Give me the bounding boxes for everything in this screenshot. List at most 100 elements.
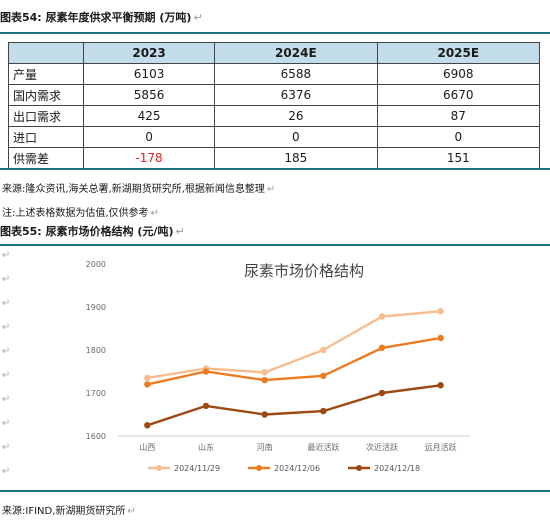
source-line-2: 来源:IFIND,新湖期货研究所 ↵ xyxy=(2,502,136,517)
source-text: 来源:隆众资讯,海关总署,新湖期货研究所,根据新闻信息整理 xyxy=(2,184,265,195)
note-line: 注:上述表格数据为估值,仅供参考 ↵ xyxy=(2,204,159,219)
chart-bottom-rule xyxy=(0,490,550,492)
return-mark: ↵ xyxy=(2,322,11,333)
supply-demand-table: 2023 2024E 2025E 产量 6103 6588 6908 国内需求 … xyxy=(8,42,541,169)
return-mark: ↵ xyxy=(2,370,11,381)
legend-label: 2024/11/29 xyxy=(174,464,220,473)
table-cell: 0 xyxy=(214,126,378,148)
return-mark: ↵ xyxy=(2,394,11,405)
header-cell-2025e: 2025E xyxy=(376,42,541,64)
chart-title: 尿素市场价格结构 xyxy=(244,262,364,280)
return-mark: ↵ xyxy=(193,11,203,24)
data-point xyxy=(144,381,151,388)
data-point xyxy=(320,346,327,354)
table-cell: 151 xyxy=(376,147,541,169)
caption-rule xyxy=(0,32,550,34)
header-cell-2023: 2023 xyxy=(82,42,216,64)
data-point xyxy=(261,411,268,418)
data-point xyxy=(437,334,444,342)
table-cell: 0 xyxy=(82,126,216,148)
return-mark: ↵ xyxy=(2,298,11,309)
data-point xyxy=(261,376,268,384)
data-point xyxy=(378,389,386,397)
legend-marker xyxy=(256,465,262,471)
y-tick-label: 1800 xyxy=(86,346,106,355)
chart-caption-title: 尿素市场价格结构 xyxy=(45,225,134,238)
data-point xyxy=(202,368,210,375)
price-structure-chart: 尿素市场价格结构 1600 1700 1800 1900 2000 山西 山东 河南 最近活跃 次近… xyxy=(86,260,470,473)
header-cell-empty xyxy=(8,42,84,64)
table-header-row: 2023 2024E 2025E xyxy=(8,42,541,64)
return-mark: ↵ xyxy=(2,274,11,285)
table-row: 进口 0 0 0 xyxy=(8,126,541,148)
table-caption-unit: (万吨) xyxy=(159,11,192,24)
return-mark: ↵ xyxy=(2,250,11,261)
x-tick-label: 山东 xyxy=(198,442,214,452)
x-tick-label: 河南 xyxy=(257,442,273,452)
data-point xyxy=(378,344,386,352)
table-caption-title: 尿素年度供求平衡预期 xyxy=(45,11,156,24)
chart-caption-label: 图表55: xyxy=(0,225,42,238)
x-tick-label: 次近活跃 xyxy=(366,442,398,452)
source-line: 来源:隆众资讯,海关总署,新湖期货研究所,根据新闻信息整理 ↵ xyxy=(2,180,275,195)
return-mark: ↵ xyxy=(150,208,159,219)
y-tick-label: 1900 xyxy=(86,303,106,312)
table-cell: 6908 xyxy=(376,63,541,85)
header-cell-2024e: 2024E xyxy=(214,42,378,64)
note-text: 注:上述表格数据为估值,仅供参考 xyxy=(2,208,149,219)
data-point xyxy=(202,402,210,410)
data-point xyxy=(378,313,386,320)
table-row: 供需差 -178 185 151 xyxy=(8,147,541,169)
table-cell: 6670 xyxy=(376,84,541,106)
table-cell-negative: -178 xyxy=(82,147,216,169)
table-cell: 5856 xyxy=(82,84,216,106)
x-tick-label: 山西 xyxy=(139,442,155,452)
table-row: 国内需求 5856 6376 6670 xyxy=(8,84,541,106)
series-line-1 xyxy=(147,310,441,380)
row-label: 进口 xyxy=(8,126,84,148)
legend-label: 2024/12/18 xyxy=(374,464,420,473)
data-point xyxy=(320,407,327,415)
table-cell: 6588 xyxy=(214,63,378,85)
return-mark: ↵ xyxy=(2,346,11,357)
table-caption: 图表54: 尿素年度供求平衡预期 (万吨) ↵ xyxy=(0,8,550,28)
chart-caption-rule xyxy=(0,244,550,246)
row-label: 供需差 xyxy=(8,147,84,169)
table-row: 产量 6103 6588 6908 xyxy=(8,63,541,85)
series-line-3 xyxy=(146,384,441,427)
chart-caption-unit: (元/吨) xyxy=(137,225,174,238)
legend-marker xyxy=(156,465,162,471)
table-cell: 87 xyxy=(376,105,541,127)
row-label: 出口需求 xyxy=(8,105,84,127)
x-tick-label: 最近活跃 xyxy=(307,442,339,452)
return-mark: ↵ xyxy=(266,184,276,195)
row-label: 国内需求 xyxy=(8,84,84,106)
x-tick-label: 远月活跃 xyxy=(425,442,457,452)
row-label: 产量 xyxy=(8,63,84,85)
return-mark: ↵ xyxy=(175,225,185,238)
table-cell: 6103 xyxy=(82,63,216,85)
source-text-2: 来源:IFIND,新湖期货研究所 xyxy=(2,506,126,517)
legend-marker xyxy=(356,465,362,471)
table-cell: 185 xyxy=(214,147,378,169)
return-mark: ↵ xyxy=(2,418,11,429)
table-row: 出口需求 425 26 87 xyxy=(8,105,541,127)
data-point xyxy=(261,369,268,376)
table-cell: 26 xyxy=(214,105,378,127)
table-caption-label: 图表54: xyxy=(0,11,42,24)
table-cell: 425 xyxy=(82,105,216,127)
y-tick-label: 2000 xyxy=(86,260,106,269)
data-point xyxy=(437,382,444,389)
return-mark: ↵ xyxy=(2,466,11,477)
table-cell: 0 xyxy=(376,126,541,148)
legend-label: 2024/12/06 xyxy=(274,464,320,473)
table-bottom-rule xyxy=(0,168,550,170)
data-point xyxy=(437,308,444,315)
y-tick-label: 1600 xyxy=(86,432,106,441)
data-point xyxy=(144,422,151,429)
data-point xyxy=(320,372,327,379)
data-point xyxy=(144,374,151,382)
return-mark: ↵ xyxy=(2,442,11,453)
table-cell: 6376 xyxy=(214,84,378,106)
y-tick-label: 1700 xyxy=(86,389,106,398)
